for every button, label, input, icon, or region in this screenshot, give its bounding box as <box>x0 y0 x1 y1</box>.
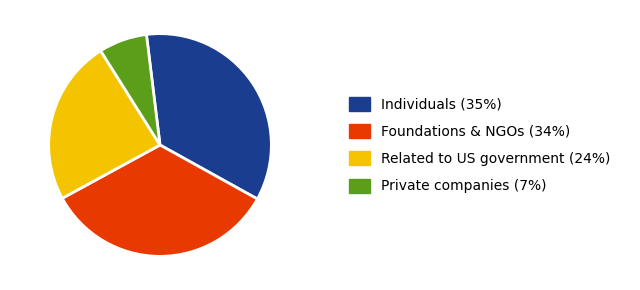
Legend: Individuals (35%), Foundations & NGOs (34%), Related to US government (24%), Pri: Individuals (35%), Foundations & NGOs (3… <box>344 91 616 199</box>
Wedge shape <box>100 35 160 145</box>
Wedge shape <box>62 145 257 256</box>
Wedge shape <box>147 34 271 199</box>
Wedge shape <box>49 51 160 198</box>
